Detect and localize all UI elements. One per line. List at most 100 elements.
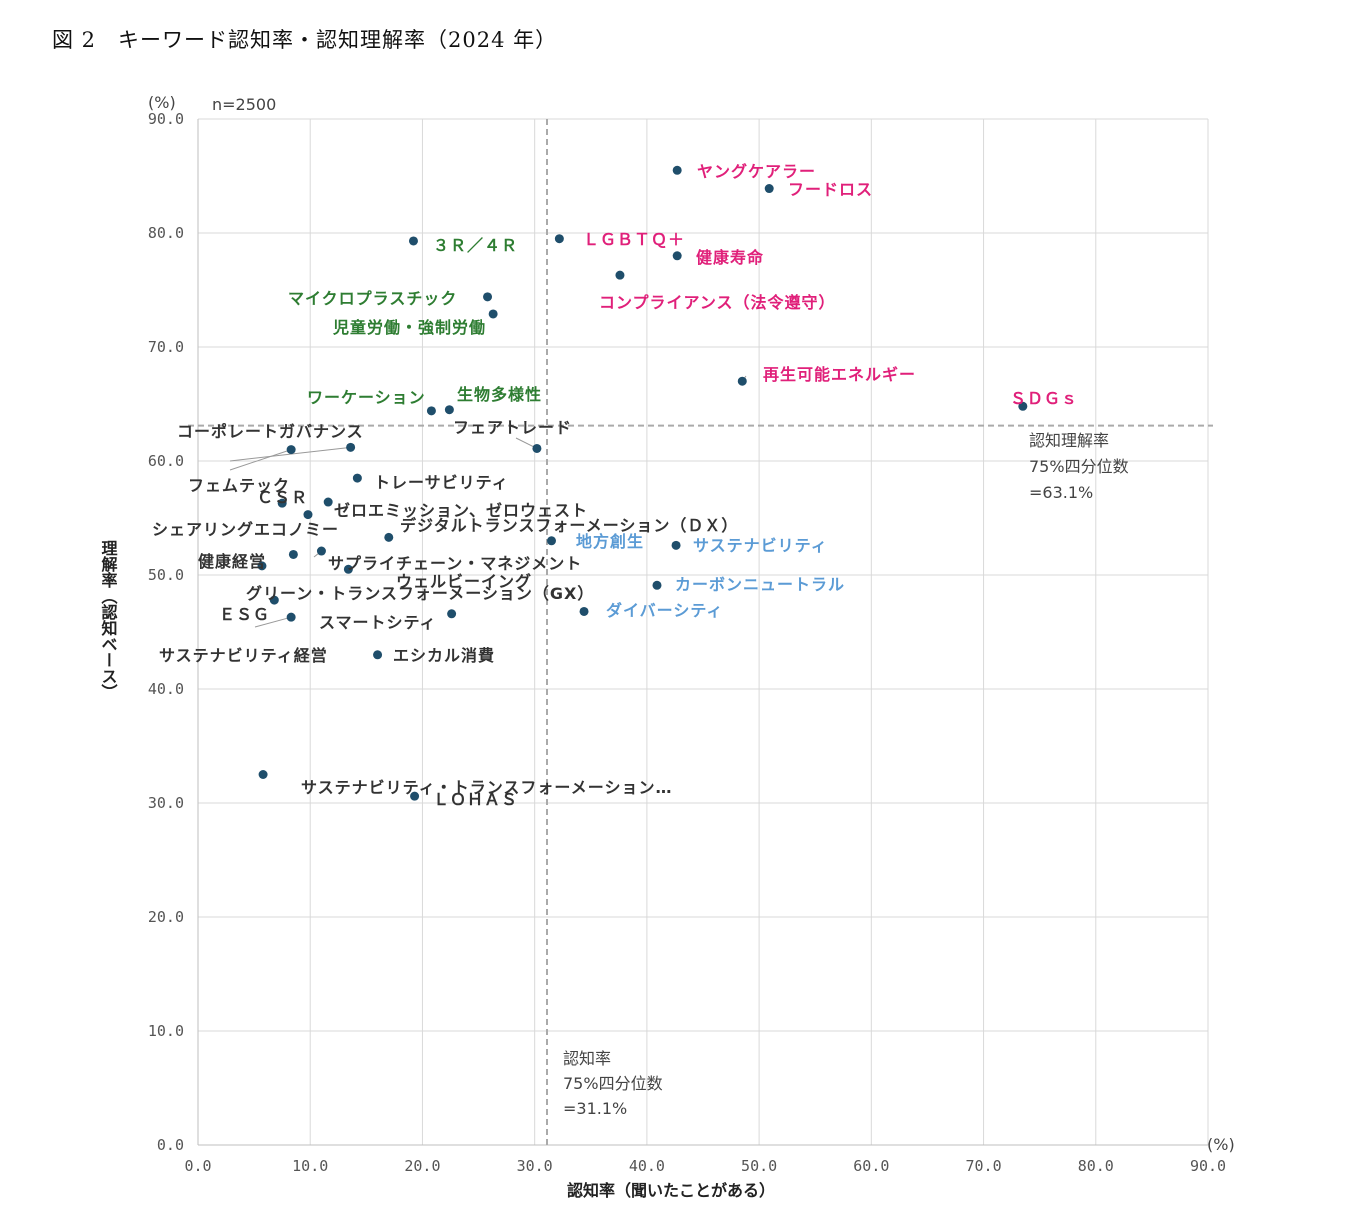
data-point (1018, 401, 1028, 411)
data-point (316, 546, 326, 556)
point-label: フェアトレード (453, 418, 572, 437)
reference-lines: 認知率 75%四分位数 =31.1% 認知理解率 75%四分位数 =63.1% (188, 119, 1213, 1145)
sample-size-note: n=2500 (212, 95, 276, 114)
point-label: ３Ｒ／４Ｒ (433, 236, 518, 255)
y-tick-label: 30.0 (148, 794, 184, 812)
data-point (258, 770, 268, 779)
point-label: ウェルビーイング (396, 572, 532, 591)
data-point (303, 510, 313, 520)
data-point (483, 292, 493, 302)
point-label: ＳＤＧｓ (1010, 389, 1078, 408)
data-point (764, 184, 774, 194)
x-tick-label: 30.0 (517, 1157, 553, 1175)
data-point (532, 443, 542, 453)
data-point (373, 650, 383, 660)
y-unit-label: (%) (148, 93, 176, 112)
point-label: エシカル消費 (393, 646, 495, 665)
point-label: ワーケーション (307, 388, 426, 407)
point-label: サステナビリティ経営 (159, 646, 328, 665)
reference-label-x: =31.1% (563, 1099, 627, 1118)
point-label: スマートシティ (319, 613, 437, 632)
reference-label-y: 認知理解率 (1029, 431, 1109, 450)
point-label: コーポレートガバナンス (177, 422, 364, 441)
axes (197, 119, 1208, 1146)
point-label: トレーサビリティ (374, 473, 509, 492)
data-point (408, 236, 418, 246)
y-tick-label: 40.0 (148, 680, 184, 698)
x-tick-label: 80.0 (1078, 1157, 1114, 1175)
data-point (323, 497, 333, 507)
data-point (547, 536, 556, 546)
point-label: 健康寿命 (696, 248, 764, 267)
data-point (286, 612, 296, 622)
data-point (444, 405, 454, 415)
point-label: ダイバーシティ (606, 601, 723, 620)
reference-label-y: =63.1% (1029, 483, 1093, 502)
y-tick-label: 60.0 (148, 452, 184, 470)
x-tick-label: 50.0 (741, 1157, 777, 1175)
data-point (426, 406, 436, 416)
point-label: 地方創生 (576, 532, 644, 551)
data-point (554, 234, 564, 244)
data-point (672, 251, 682, 261)
grid-lines (198, 118, 1209, 1145)
point-label: フードロス (788, 180, 873, 199)
data-point (579, 606, 589, 616)
leader-line (229, 446, 351, 462)
point-label: ヤングケアラー (697, 162, 816, 181)
leader-line (229, 449, 292, 471)
x-tick-label: 60.0 (853, 1157, 889, 1175)
x-tick-label: 90.0 (1190, 1157, 1226, 1175)
data-point (288, 549, 298, 559)
data-point (257, 561, 267, 571)
point-label: サプライチェーン・マネジメント (328, 554, 582, 573)
point-label: デジタルトランスフォーメーション（ＤＸ） (400, 516, 738, 535)
x-tick-label: 0.0 (184, 1157, 211, 1175)
point-label: シェアリングエコノミー (152, 520, 339, 539)
data-point (488, 309, 498, 319)
x-tick-label: 10.0 (292, 1157, 328, 1175)
data-point (447, 609, 457, 619)
point-label: 児童労働・強制労働 (332, 318, 486, 337)
point-label: 生物多様性 (457, 385, 542, 404)
point-label: サステナビリティ (693, 536, 828, 555)
data-point (343, 564, 353, 574)
x-unit-label: (%) (1207, 1135, 1235, 1154)
y-tick-label: 50.0 (148, 566, 184, 584)
data-point (615, 270, 625, 280)
point-label: カーボンニュートラル (675, 575, 845, 594)
x-tick-label: 40.0 (629, 1157, 665, 1175)
data-point (346, 442, 356, 452)
point-label: フェムテック (188, 476, 290, 495)
data-points (257, 165, 1028, 801)
point-label: 健康経営 (198, 552, 266, 571)
point-label: ＬＧＢＴＱ＋ (583, 230, 685, 249)
leader-lines (229, 375, 747, 775)
data-point (652, 580, 662, 590)
leader-line (254, 616, 292, 628)
figure-title: 図 2 キーワード認知率・認知理解率（2024 年） (52, 28, 558, 52)
point-label: マイクロプラスチック (288, 289, 457, 308)
data-point (384, 532, 394, 542)
point-label: 再生可能エネルギー (763, 365, 916, 384)
data-point (286, 445, 296, 455)
data-point (269, 595, 279, 605)
x-tick-label: 20.0 (404, 1157, 440, 1175)
x-tick-label: 70.0 (965, 1157, 1001, 1175)
y-tick-label: 70.0 (148, 338, 184, 356)
point-label: コンプライアンス（法令遵守） (599, 293, 836, 312)
reference-label-x: 75%四分位数 (563, 1074, 663, 1093)
data-point (277, 498, 287, 508)
x-axis-title: 認知率（聞いたことがある） (567, 1181, 775, 1200)
reference-label-y: 75%四分位数 (1029, 457, 1129, 476)
y-axis-title: 理解率（認知ベース） (99, 540, 118, 700)
data-point (352, 473, 362, 483)
data-point (671, 540, 681, 550)
y-tick-label: 20.0 (148, 908, 184, 926)
y-tick-label: 80.0 (148, 224, 184, 242)
point-label: サステナビリティ・トランスフォーメーション… (301, 778, 672, 797)
tick-labels: 0.0 10.0 20.0 30.0 40.0 50.0 60.0 70.0 80.0 90.0 0… (148, 110, 1226, 1175)
point-label: ＣＳＲ (257, 488, 308, 507)
